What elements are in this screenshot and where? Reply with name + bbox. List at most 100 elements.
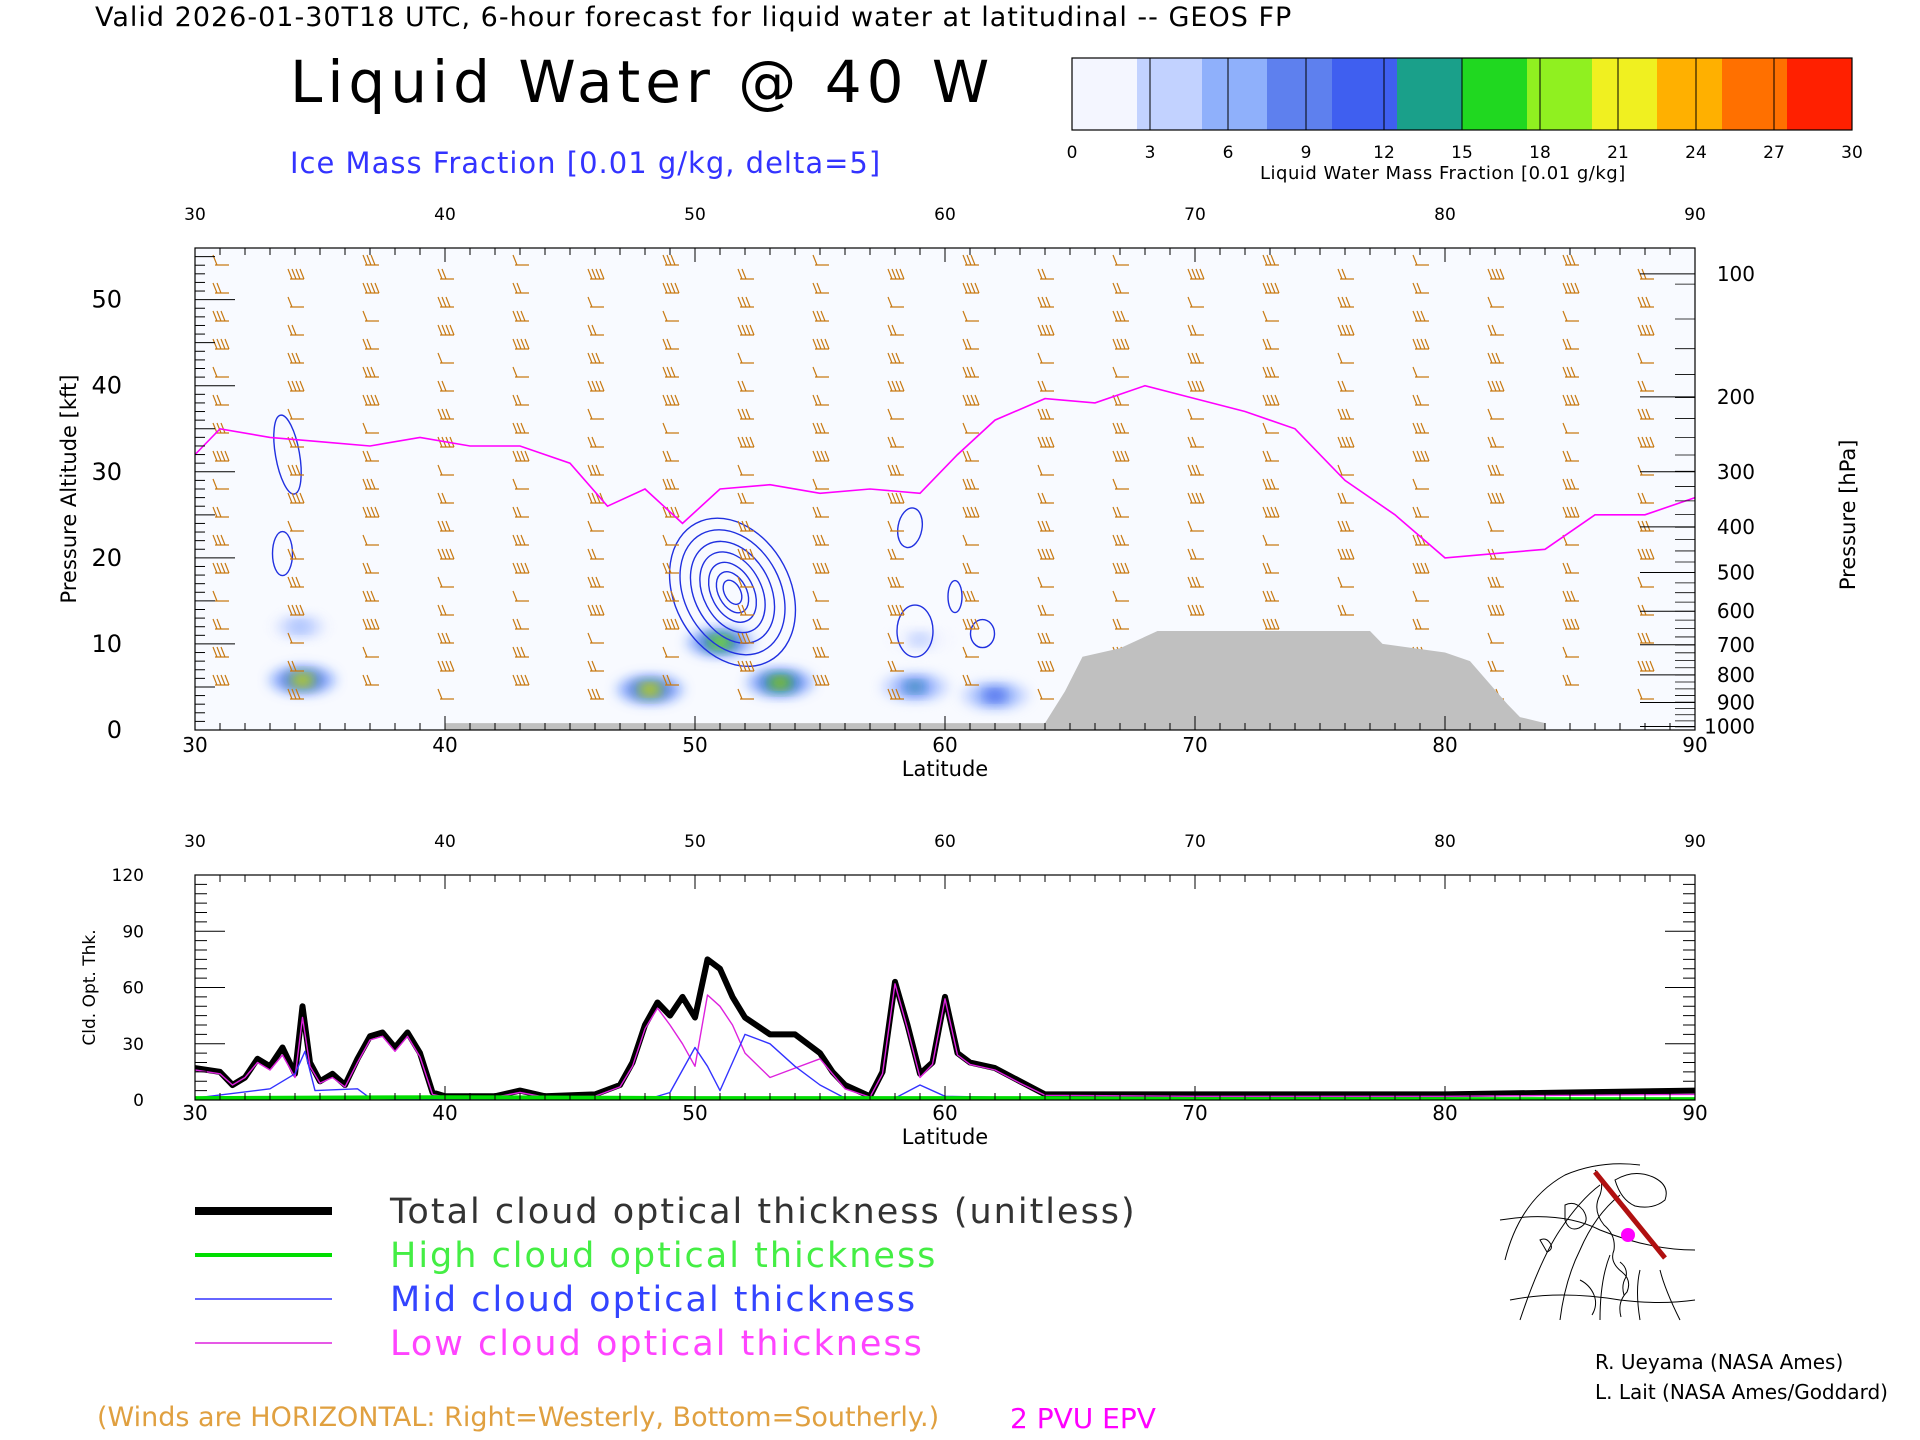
- wind-barb: [812, 646, 829, 658]
- y-tick-label: 0: [133, 1091, 144, 1111]
- wind-barb: [1262, 366, 1279, 378]
- wind-barb: [662, 282, 680, 294]
- wind-barb: [962, 394, 980, 406]
- wind-barb: [1112, 534, 1129, 546]
- wind-barb: [1412, 618, 1429, 630]
- wind-barb: [362, 646, 379, 658]
- wind-barb: [1262, 450, 1279, 462]
- wind-barb: [1637, 492, 1654, 504]
- colorbar-tick-label: 21: [1607, 143, 1629, 163]
- wind-barb: [1412, 422, 1429, 434]
- wind-barb: [887, 436, 904, 448]
- y-tick-label: 10: [91, 630, 122, 658]
- wind-barb: [962, 590, 979, 602]
- wind-barb: [437, 268, 454, 280]
- wind-barb: [737, 520, 754, 532]
- header-valid-line: Valid 2026-01-30T18 UTC, 6-hour forecast…: [95, 2, 1293, 33]
- wind-barb: [1637, 380, 1654, 392]
- wind-barb: [1037, 576, 1054, 588]
- wind-barb: [1262, 590, 1279, 602]
- wind-barb: [1112, 338, 1130, 350]
- wind-barb: [1487, 352, 1504, 364]
- wind-barb: [1487, 660, 1504, 672]
- y-tick-label: 0: [107, 716, 122, 744]
- colorbar-tick-label: 15: [1451, 143, 1473, 163]
- wind-barb: [962, 618, 980, 630]
- wind-barb: [1562, 422, 1579, 434]
- wind-barb: [1412, 310, 1429, 322]
- pressure-tick-label: 500: [1717, 560, 1755, 584]
- x-tick-label-top: 90: [1684, 832, 1706, 852]
- wind-barb: [1412, 366, 1429, 378]
- wind-barb: [287, 268, 305, 280]
- wind-barb: [1037, 464, 1054, 476]
- liquid-water-blob: [773, 678, 787, 687]
- wind-barb: [512, 254, 529, 266]
- wind-barb: [512, 618, 529, 630]
- wind-barb: [1187, 520, 1204, 532]
- wind-barb: [1337, 268, 1354, 280]
- wind-barb: [1637, 660, 1655, 672]
- wind-barb: [1187, 464, 1204, 476]
- colorbar-segment: [1592, 58, 1658, 130]
- wind-barb: [1562, 450, 1579, 462]
- x-tick-label: 70: [1182, 733, 1207, 757]
- liquid-water-blob: [293, 622, 307, 631]
- wind-barb: [812, 310, 829, 322]
- wind-barb: [1412, 478, 1429, 490]
- wind-barb: [812, 562, 830, 574]
- wind-barb: [512, 674, 530, 686]
- wind-barb: [1637, 576, 1654, 588]
- wind-barb: [1037, 352, 1054, 364]
- wind-barb: [737, 548, 755, 560]
- wind-barb: [587, 408, 604, 420]
- wind-barb: [1337, 408, 1354, 420]
- pressure-tick-label: 200: [1717, 385, 1755, 409]
- pressure-tick-label: 600: [1717, 599, 1755, 623]
- x-tick-label: 80: [1432, 733, 1457, 757]
- legend-label-mid: Mid cloud optical thickness: [390, 1280, 917, 1320]
- wind-barb: [362, 618, 380, 630]
- wind-barb: [1262, 394, 1280, 406]
- wind-barb: [587, 604, 605, 616]
- wind-barb: [887, 632, 904, 644]
- wind-barb: [1412, 394, 1429, 406]
- x-tick-label: 60: [932, 733, 957, 757]
- wind-barb: [437, 520, 454, 532]
- wind-barb: [1562, 338, 1579, 350]
- wind-barb: [1337, 380, 1354, 392]
- x-tick-label-top: 60: [934, 205, 956, 225]
- wind-barb: [962, 422, 979, 434]
- wind-barb: [887, 324, 904, 336]
- wind-barb: [362, 450, 379, 462]
- wind-barb: [212, 394, 229, 406]
- wind-barb: [1187, 492, 1205, 504]
- wind-barb: [887, 688, 904, 700]
- wind-barb: [812, 338, 830, 350]
- wind-barb: [587, 660, 604, 672]
- colorbar-title: Liquid Water Mass Fraction [0.01 g/kg]: [1260, 163, 1626, 184]
- wind-barb: [737, 380, 754, 392]
- wind-barb: [437, 632, 454, 644]
- wind-barb: [812, 478, 829, 490]
- wind-barb: [287, 492, 305, 504]
- wind-barb: [587, 520, 604, 532]
- wind-barb: [812, 254, 829, 266]
- wind-barb: [962, 506, 980, 518]
- wind-barb: [1337, 352, 1354, 364]
- wind-barb: [362, 506, 380, 518]
- wind-barb: [587, 380, 605, 392]
- x-tick-label: 30: [182, 1101, 207, 1125]
- ice-contour: [271, 530, 294, 577]
- wind-barb: [587, 352, 604, 364]
- wind-barb: [1487, 632, 1504, 644]
- y-tick-label: 30: [122, 1035, 144, 1055]
- ice-contour: [896, 507, 924, 549]
- x-tick-label: 80: [1432, 1101, 1457, 1125]
- ice-contour: [668, 517, 797, 668]
- x-tick-label: 90: [1682, 733, 1707, 757]
- y-axis-label: Cld. Opt. Thk.: [80, 929, 100, 1045]
- colorbar-segment: [1332, 58, 1398, 130]
- wind-barb: [1037, 688, 1054, 700]
- wind-barb: [1262, 422, 1279, 434]
